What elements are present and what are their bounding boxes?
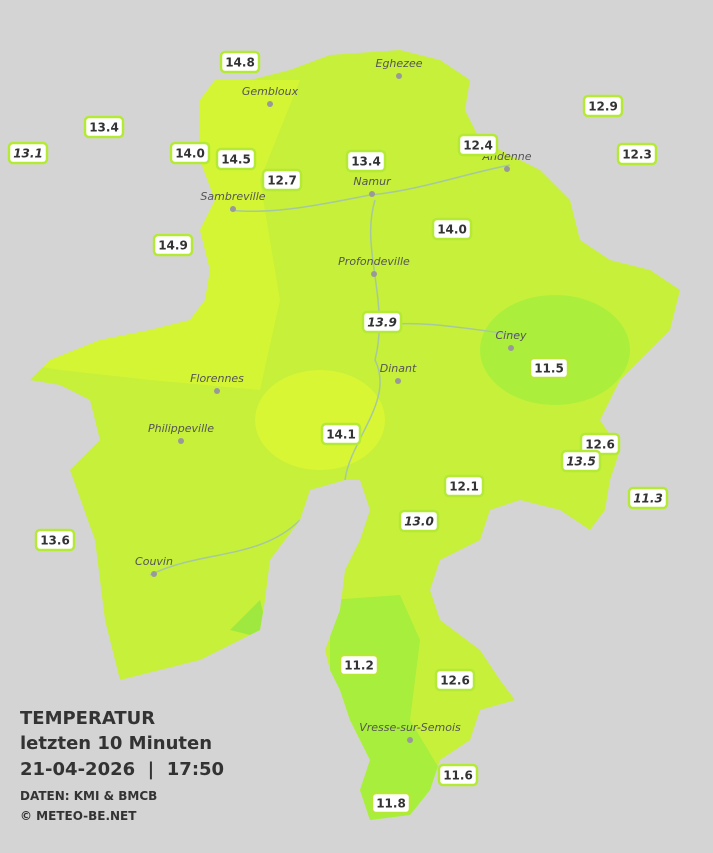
town-label: Ciney [496, 329, 527, 342]
station-box [434, 668, 476, 692]
legend-source: DATEN: KMI & BMCB [20, 789, 157, 803]
station-box [7, 141, 49, 165]
station-value: 13.4 [89, 121, 119, 135]
station-value: 14.8 [225, 56, 255, 70]
town-dot [151, 571, 157, 577]
station-value: 13.5 [566, 455, 596, 469]
station-box [345, 149, 387, 173]
town-label: Eghezee [376, 57, 423, 70]
town-label: Profondeville [338, 255, 410, 268]
station-box [560, 449, 602, 473]
town-label: Namur [353, 175, 392, 188]
station-value: 14.1 [326, 428, 356, 442]
station-box [320, 422, 362, 446]
station-box [215, 147, 257, 171]
station-value: 12.6 [440, 674, 470, 688]
station-value: 11.2 [344, 659, 374, 673]
town-label: Sambreville [200, 190, 265, 203]
town-label: Dinant [380, 362, 417, 375]
station-value: 13.6 [40, 534, 70, 548]
station-box [338, 653, 380, 677]
legend-datetime: 21-04-2026 | 17:50 [20, 759, 224, 780]
station-value: 13.9 [367, 316, 397, 330]
station-box [261, 168, 303, 192]
town-dot [407, 737, 413, 743]
station-value: 12.9 [588, 100, 618, 114]
station-value: 13.4 [351, 155, 381, 169]
station-box [437, 763, 479, 787]
station-box [582, 94, 624, 118]
station-box [34, 528, 76, 552]
station-value: 12.3 [622, 148, 652, 162]
legend-copyright: © METEO-BE.NET [20, 809, 137, 823]
legend-subtitle: letzten 10 Minuten [20, 733, 212, 754]
station-box [398, 509, 440, 533]
station-value: 14.5 [221, 153, 251, 167]
station-value: 14.0 [175, 147, 205, 161]
station-box [443, 474, 485, 498]
town-dot [178, 438, 184, 444]
legend-title: TEMPERATUR [20, 708, 155, 729]
station-box [169, 141, 211, 165]
station-value: 14.9 [158, 239, 188, 253]
station-box [83, 115, 125, 139]
station-value: 12.1 [449, 480, 479, 494]
town-dot [395, 378, 401, 384]
town-dot [214, 388, 220, 394]
station-box [219, 50, 261, 74]
station-value: 11.6 [443, 769, 473, 783]
station-value: 13.0 [404, 515, 434, 529]
town-dot [267, 101, 273, 107]
station-value: 13.1 [13, 147, 43, 161]
town-label: Vresse-sur-Semois [359, 721, 461, 734]
station-box [370, 791, 412, 815]
town-dot [230, 206, 236, 212]
station-value: 14.0 [437, 223, 467, 237]
station-box [431, 217, 473, 241]
warm-zone [255, 370, 385, 470]
town-dot [504, 166, 510, 172]
town-label: Couvin [135, 555, 173, 568]
station-box [616, 142, 658, 166]
station-value: 12.6 [585, 438, 615, 452]
station-box [528, 356, 570, 380]
town-dot [371, 271, 377, 277]
station-value: 11.3 [633, 492, 663, 506]
station-box [457, 133, 499, 157]
cool-zone [230, 600, 270, 640]
station-box [361, 310, 403, 334]
town-label: Gembloux [242, 85, 299, 98]
cool-zone [480, 295, 630, 405]
town-label: Florennes [190, 372, 244, 385]
station-box [627, 486, 669, 510]
station-value: 12.7 [267, 174, 297, 188]
station-box [152, 233, 194, 257]
town-dot [369, 191, 375, 197]
town-dot [396, 73, 402, 79]
town-label: Philippeville [148, 422, 214, 435]
station-value: 11.5 [534, 362, 564, 376]
station-value: 11.8 [376, 797, 406, 811]
station-value: 12.4 [463, 139, 493, 153]
town-dot [508, 345, 514, 351]
